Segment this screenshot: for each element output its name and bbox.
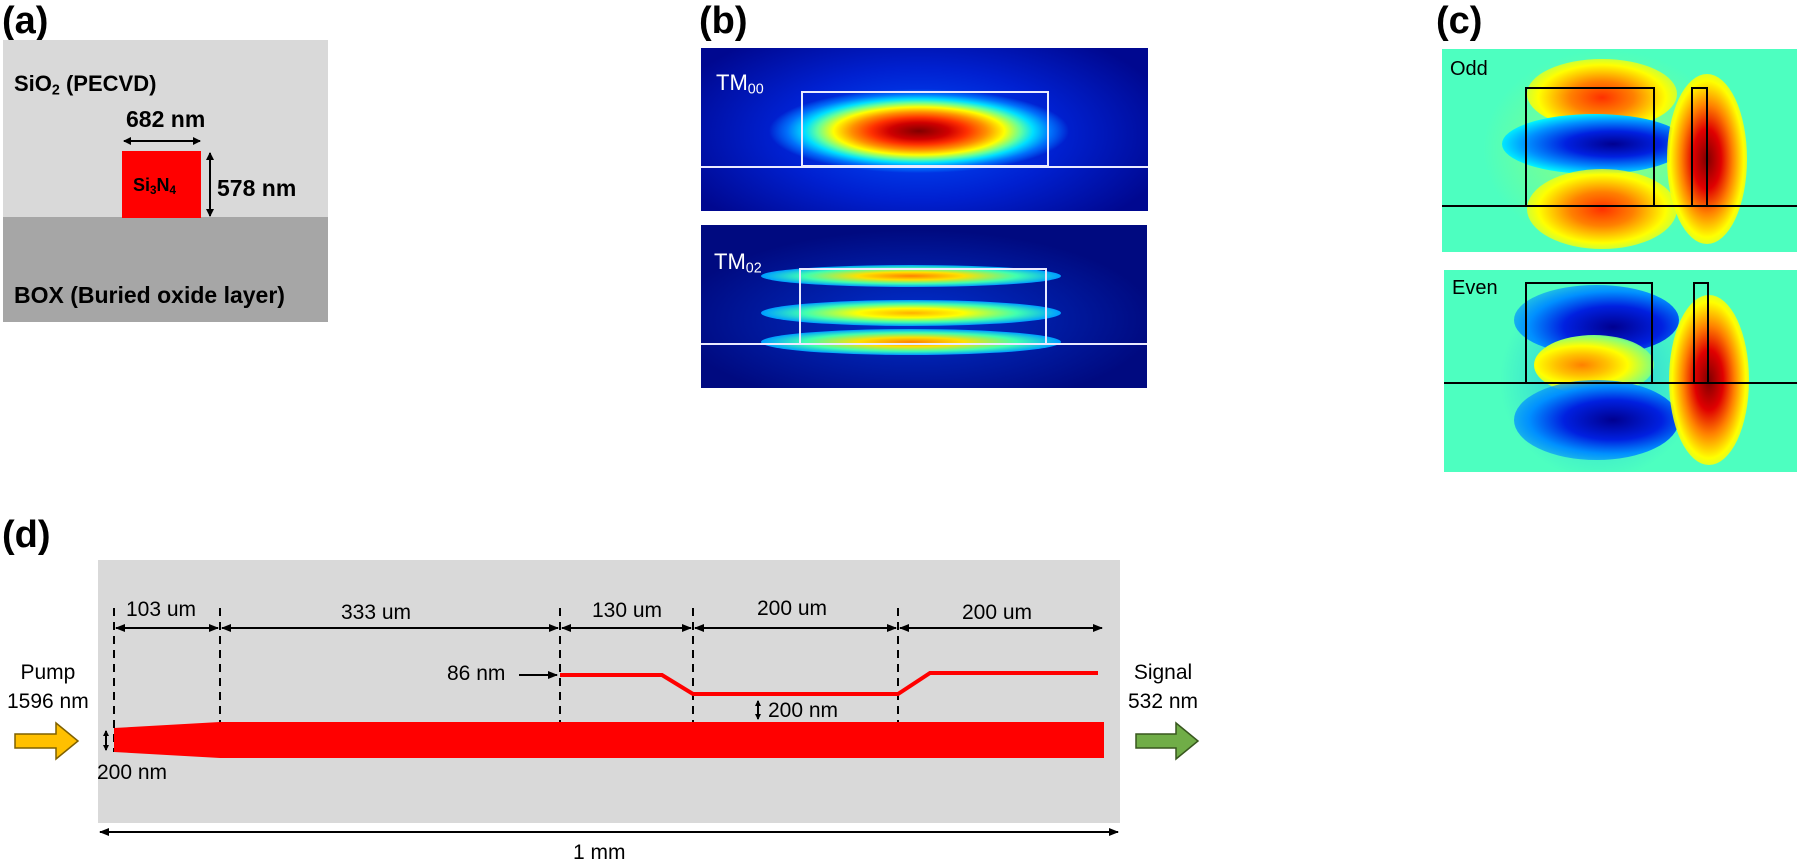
odd-lobe-bottom (1527, 169, 1677, 249)
panel-a-label: (a) (2, 0, 49, 42)
signal-label-line2: 532 nm (1128, 690, 1199, 713)
tm02-lobe-bottom (761, 329, 1061, 355)
tm00-substrate-line (701, 166, 1148, 168)
tm02-substrate-line (701, 343, 1147, 345)
signal-label: Signal 532 nm (1128, 658, 1198, 716)
core-label: Si3N4 (133, 175, 177, 197)
pump-label-line2: 1596 nm (7, 690, 89, 713)
even-substrate-line (1444, 382, 1797, 384)
tm02-core-outline (799, 268, 1047, 345)
core-width-dimension: 682 nm (126, 106, 206, 132)
signal-arrow (1135, 721, 1200, 761)
odd-ring-outline (1691, 87, 1708, 207)
tm00-mode-label: TM00 (716, 70, 764, 98)
taper-width-label: 200 nm (97, 761, 168, 784)
tm02-mode-label: TM02 (714, 249, 762, 277)
cladding-label: SiO2 (PECVD) (14, 71, 157, 99)
odd-supermode-plot: Odd (1442, 49, 1797, 252)
segment-label-4: 200 um (757, 597, 828, 620)
pump-label: Pump 1596 nm (7, 658, 89, 716)
panel-c-label: (c) (1436, 0, 1483, 42)
tm02-mode-plot: TM02 (701, 225, 1147, 388)
even-slot-field (1669, 295, 1749, 465)
box-substrate-layer (3, 217, 328, 322)
even-mode-label: Even (1452, 277, 1498, 299)
tm00-mode-plot: TM00 (701, 48, 1148, 211)
even-supermode-plot: Even (1444, 270, 1797, 472)
odd-mode-label: Odd (1450, 58, 1488, 80)
panel-b-label: (b) (699, 0, 748, 42)
tm00-core-outline (801, 91, 1049, 167)
pump-label-line1: Pump (20, 661, 76, 684)
pump-arrow (14, 721, 80, 761)
ring-width-label: 86 nm (447, 662, 506, 685)
even-lobe-bottom (1514, 380, 1679, 460)
segment-label-3: 130 um (592, 599, 663, 622)
tm02-lobe-middle (761, 300, 1061, 326)
total-length-label: 1 mm (573, 841, 626, 864)
gap-label: 200 nm (768, 699, 839, 722)
odd-core-outline (1525, 87, 1655, 207)
box-label: BOX (Buried oxide layer) (14, 282, 285, 308)
segment-label-2: 333 um (341, 601, 412, 624)
segment-label-5: 200 um (962, 601, 1033, 624)
even-ring-outline (1693, 282, 1709, 384)
odd-substrate-line (1442, 205, 1797, 207)
tm02-lobe-top (761, 265, 1061, 287)
signal-label-line1: Signal (1133, 661, 1193, 684)
si3n4-core (122, 151, 201, 218)
core-height-dimension: 578 nm (217, 175, 297, 201)
segment-label-1: 103 um (126, 598, 197, 621)
panel-d-label: (d) (2, 514, 51, 556)
even-core-outline (1525, 282, 1653, 384)
odd-lobe-center (1502, 114, 1687, 174)
